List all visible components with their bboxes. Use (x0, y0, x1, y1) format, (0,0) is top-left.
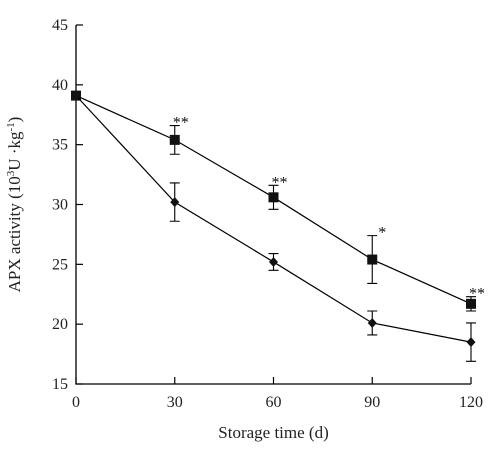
y-axis-title-prefix: APX activity (10 (5, 176, 24, 292)
y-axis-title-suffix: ) (5, 117, 24, 123)
significance-annotation: * (378, 225, 386, 242)
y-tick-label: 45 (52, 17, 68, 34)
series-2-point (71, 90, 81, 101)
series-1-point (268, 192, 279, 203)
y-tick-label: 20 (52, 316, 68, 333)
y-tick-label: 35 (52, 137, 68, 154)
y-axis-title-sup2: -1 (5, 122, 17, 131)
x-tick-label: 60 (266, 394, 282, 411)
y-axis-title-sup1: 3 (5, 170, 17, 176)
series-1-point (367, 254, 378, 265)
significance-annotation: ** (272, 174, 288, 191)
x-tick-label: 120 (459, 394, 483, 411)
series-1-point (169, 134, 180, 145)
x-axis-title: Storage time (d) (218, 423, 328, 442)
series-2-point (170, 197, 180, 208)
significance-annotation: ** (173, 115, 189, 132)
y-axis-title-mid: U ·kg (5, 131, 24, 171)
series-2-line (75, 95, 472, 343)
y-tick-label: 25 (52, 256, 68, 273)
significance-annotation: ** (469, 286, 485, 303)
y-tick-label: 30 (52, 197, 68, 214)
y-axis-title: APX activity (103U ·kg-1) (5, 117, 24, 293)
x-tick-label: 30 (167, 394, 183, 411)
y-tick-label: 40 (52, 77, 68, 94)
series-2-point (466, 337, 476, 348)
x-tick-label: 90 (364, 394, 380, 411)
series-2-point (367, 317, 377, 328)
y-tick-label: 15 (52, 376, 68, 393)
series-2-point (269, 256, 278, 267)
x-tick-label: 0 (72, 394, 80, 411)
series-1-point (466, 298, 476, 309)
